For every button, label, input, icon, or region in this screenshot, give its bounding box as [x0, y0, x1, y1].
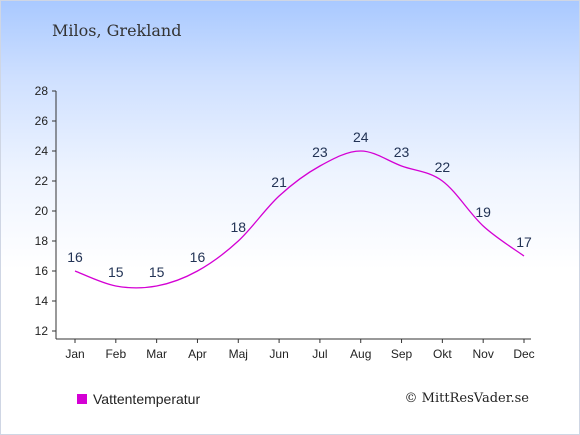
data-label: 15: [108, 264, 124, 280]
y-tick-label: 12: [35, 324, 49, 338]
legend-label: Vattentemperatur: [93, 391, 201, 407]
y-tick-label: 22: [35, 174, 49, 188]
x-tick-label: Okt: [433, 347, 452, 361]
x-tick-label: Sep: [391, 347, 413, 361]
x-axis-ticks: Jan Feb Mar Apr Maj Jun Jul Aug Sep Okt Nov Dec: [65, 339, 535, 361]
credit-text: © MittResVader.se: [404, 391, 529, 406]
data-label: 19: [475, 204, 491, 220]
x-tick-label: Aug: [350, 347, 371, 361]
x-tick-label: Feb: [105, 347, 126, 361]
y-tick-label: 28: [35, 84, 49, 98]
y-tick-label: 16: [35, 264, 49, 278]
y-tick-label: 18: [35, 234, 49, 248]
data-label: 17: [516, 234, 532, 250]
y-axis-ticks: 12 14 16 18 20 22 24 26 28: [35, 84, 56, 338]
x-tick-label: Jun: [269, 347, 288, 361]
x-tick-label: Mar: [146, 347, 167, 361]
data-label: 23: [312, 144, 328, 160]
data-label: 15: [149, 264, 165, 280]
x-tick-label: Maj: [229, 347, 248, 361]
x-tick-label: Jul: [312, 347, 327, 361]
x-tick-label: Jan: [65, 347, 84, 361]
y-tick-label: 26: [35, 114, 49, 128]
chart-title: Milos, Grekland: [52, 21, 182, 40]
y-tick-label: 14: [35, 294, 49, 308]
y-tick-label: 24: [35, 144, 49, 158]
data-label: 24: [353, 129, 369, 145]
series-layer: [74, 150, 525, 289]
x-tick-label: Apr: [188, 347, 207, 361]
legend-swatch: [77, 394, 87, 404]
series-line-vattentemperatur: [74, 150, 525, 289]
x-tick-label: Dec: [513, 347, 534, 361]
data-label: 16: [190, 249, 206, 265]
data-label: 16: [67, 249, 83, 265]
axes: [55, 91, 531, 340]
data-label: 18: [230, 219, 246, 235]
data-labels: 16 15 15 16 18 21 23 24 23 22 19 17: [67, 129, 532, 280]
legend: Vattentemperatur: [77, 391, 200, 407]
data-label: 21: [271, 174, 287, 190]
y-tick-label: 20: [35, 204, 49, 218]
data-label: 23: [394, 144, 410, 160]
x-tick-label: Nov: [473, 347, 494, 361]
data-label: 22: [435, 159, 451, 175]
